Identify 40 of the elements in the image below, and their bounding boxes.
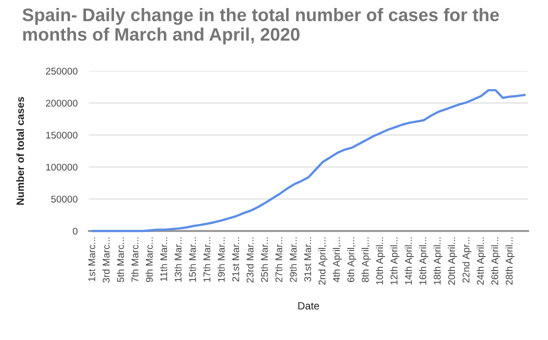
x-tick-label: 28th April... bbox=[505, 237, 515, 285]
x-tick-label: 5th Marc... bbox=[116, 237, 124, 282]
x-tick-label: 18th April... bbox=[434, 237, 443, 284]
x-tick-label: 19th Mar... bbox=[218, 237, 225, 282]
x-tick-label: 27th Mar... bbox=[275, 237, 282, 282]
x-tick-label: 21st Mar... bbox=[232, 237, 240, 282]
x-tick-label: 4th April,... bbox=[332, 237, 342, 282]
x-tick-label: 14th April... bbox=[404, 237, 414, 284]
y-tick-label: 100000 bbox=[46, 164, 78, 171]
x-tick-label: 11th Mar... bbox=[160, 237, 168, 282]
y-tick-label: 200000 bbox=[46, 100, 78, 107]
x-tick-label: 25th Mar... bbox=[260, 237, 268, 282]
y-tick-label: 250000 bbox=[46, 68, 78, 75]
x-tick-label: 23rd Mar... bbox=[246, 237, 254, 283]
x-tick-label: 8th April,... bbox=[362, 237, 371, 282]
x-tick-label: 10th April... bbox=[376, 237, 385, 284]
x-axis-title: Date bbox=[298, 302, 320, 310]
x-tick-label: 17th Mar... bbox=[203, 237, 210, 282]
x-tick-label: 15th Mar... bbox=[188, 237, 196, 282]
x-tick-label: 12th April... bbox=[390, 237, 400, 284]
line-series bbox=[91, 89, 526, 232]
x-tick-label: 31st Mar... bbox=[304, 237, 312, 282]
x-tick-label: 9th Marc... bbox=[146, 237, 153, 282]
chart-title: Spain- Daily change in the total number of cases for the months of March and April, 2020 bbox=[22, 8, 499, 44]
y-axis-title: Number of total cases bbox=[16, 97, 24, 205]
x-tick-label: 16th April... bbox=[419, 237, 428, 284]
x-tick-label: 2nd April,... bbox=[318, 237, 328, 285]
y-tick-label: 150000 bbox=[46, 132, 78, 139]
x-tick-label: 20th April... bbox=[448, 237, 457, 285]
x-tick-label: 26th April... bbox=[491, 237, 500, 285]
x-tick-label: 24th April... bbox=[476, 237, 486, 285]
y-tick-label: 0 bbox=[72, 228, 78, 235]
x-tick-label: 7th Marc... bbox=[131, 237, 138, 282]
x-tick-label: 29th Mar... bbox=[290, 237, 297, 282]
x-tick-label: 13th Mar... bbox=[174, 237, 182, 282]
x-tick-label: 22nd Apr... bbox=[462, 237, 472, 283]
x-tick-label: 6th April,... bbox=[347, 237, 356, 282]
x-tick-label: 3rd Marc... bbox=[102, 237, 110, 283]
y-tick-label: 50000 bbox=[51, 196, 78, 203]
x-tick-label: 1st Marc... bbox=[88, 237, 96, 282]
